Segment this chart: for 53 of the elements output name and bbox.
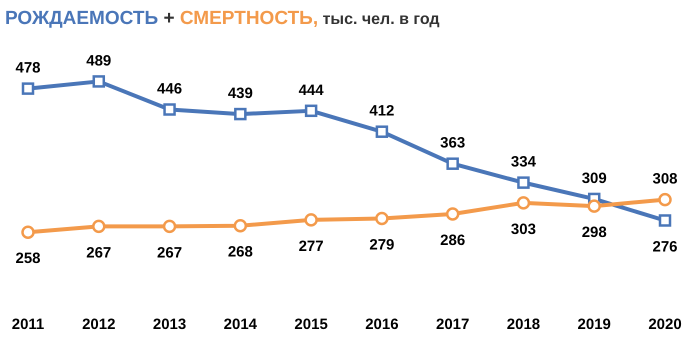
point	[92, 75, 106, 88]
x-tick-label: 2011	[12, 316, 44, 333]
x-tick-label: 2020	[648, 316, 682, 333]
data-label: 334	[510, 154, 537, 171]
data-label: 286	[440, 232, 466, 249]
data-label: 267	[86, 244, 112, 262]
data-label: 277	[298, 238, 324, 255]
data-label: 308	[652, 170, 678, 188]
x-tick-label: 2014	[224, 316, 258, 333]
point	[658, 214, 672, 227]
point	[376, 125, 388, 138]
x-tick-label: 2019	[578, 316, 611, 333]
chart-title: тыс. чел. в год	[318, 11, 440, 28]
data-label: 444	[298, 82, 324, 99]
data-label: 363	[440, 134, 466, 152]
text: СМЕРТНОСТЬ,	[180, 8, 318, 29]
data-label: 267	[157, 244, 182, 262]
point	[234, 108, 247, 120]
point	[517, 176, 530, 189]
x-tick-label: 2012	[82, 316, 116, 333]
data-label: 412	[369, 102, 394, 120]
point	[92, 220, 106, 234]
point	[21, 225, 35, 239]
text: +	[158, 8, 180, 29]
point	[446, 157, 459, 170]
point	[658, 192, 672, 206]
point	[516, 196, 530, 210]
point	[162, 220, 176, 234]
point	[375, 212, 389, 226]
point	[234, 218, 248, 232]
x-tick-label: 2015	[294, 316, 328, 333]
point	[163, 103, 176, 116]
x-tick-label: 2013	[152, 316, 186, 333]
data-label: 279	[369, 236, 394, 254]
data-label: 446	[157, 80, 182, 98]
point	[587, 199, 601, 213]
text: РОЖДАЕМОСТЬ	[5, 8, 158, 29]
point	[304, 104, 318, 118]
data-label: 309	[582, 170, 607, 187]
data-label: 478	[15, 60, 41, 77]
data-label: 439	[228, 85, 253, 102]
point	[446, 207, 460, 221]
x-tick-label: 2017	[436, 316, 470, 333]
data-label: 258	[15, 250, 41, 268]
x-tick-label: 2016	[365, 316, 399, 333]
point	[22, 82, 34, 95]
data-label: 489	[86, 52, 112, 70]
x-tick-label: 2018	[506, 316, 540, 333]
data-label: 268	[228, 244, 253, 261]
data-label: 276	[652, 238, 678, 256]
data-label: 303	[510, 220, 536, 238]
point	[304, 213, 318, 227]
data-label: 298	[582, 224, 607, 242]
